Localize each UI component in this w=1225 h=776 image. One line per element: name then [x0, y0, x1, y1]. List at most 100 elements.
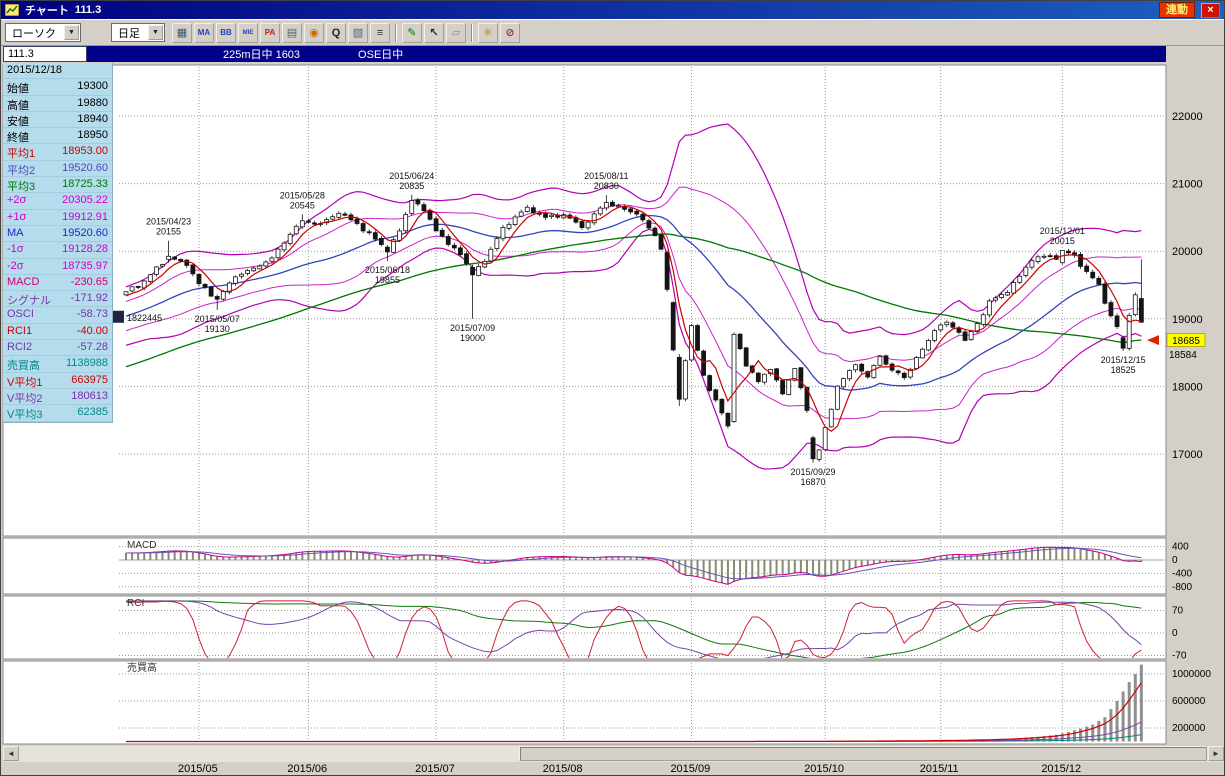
svg-text:20015: 20015	[1050, 236, 1075, 246]
pa-button[interactable]: PA	[260, 22, 280, 43]
price-mark-button[interactable]: ◉	[304, 22, 324, 43]
svg-text:70: 70	[1172, 606, 1184, 617]
svg-text:21000: 21000	[1172, 179, 1203, 191]
info-row: OSCI -58.73	[3, 307, 112, 324]
svg-text:22000: 22000	[1172, 111, 1203, 123]
info-row: 始値 19300	[3, 79, 112, 96]
gridline-button[interactable]: ≡	[370, 22, 390, 43]
scrollbar-thumb[interactable]	[519, 746, 1207, 761]
svg-text:2015/05/28: 2015/05/28	[280, 190, 325, 200]
svg-text:600000: 600000	[1172, 696, 1206, 707]
info-row: シグナル -171.92	[3, 291, 112, 308]
svg-text:20835: 20835	[399, 181, 424, 191]
svg-text:20545: 20545	[290, 200, 315, 210]
bollinger-button[interactable]: BB	[216, 22, 236, 43]
info-row: RCI1 -40.00	[3, 324, 112, 341]
info-row: 売買高 1138988	[3, 356, 112, 373]
info-row: 平均1 18953.00	[3, 144, 112, 161]
svg-text:200000: 200000	[1172, 723, 1206, 734]
svg-text:19000: 19000	[460, 333, 485, 343]
key-button[interactable]: ✳	[478, 22, 498, 43]
layout-button[interactable]: ▤	[282, 22, 302, 43]
ma-button[interactable]: MA	[194, 22, 214, 43]
svg-text:売買高: 売買高	[127, 661, 157, 674]
pointer-button[interactable]: ↖	[424, 22, 444, 43]
date-axis-label: 2015/08	[542, 763, 583, 775]
svg-text:2015/04/23: 2015/04/23	[146, 217, 191, 227]
eraser-button[interactable]: ▱	[446, 22, 466, 43]
svg-text:20830: 20830	[594, 181, 619, 191]
svg-text:1822445: 1822445	[127, 313, 162, 323]
quote-info-panel: 2015/12/18 始値 19300 高値 19880 安値 18940 終値 18950 平均…	[3, 63, 113, 423]
draw-off-button[interactable]: ⊘	[500, 22, 520, 43]
svg-text:2015/07/09: 2015/07/09	[450, 323, 495, 333]
info-row: MA 19520.60	[3, 226, 112, 243]
info-row: V平均1 663975	[3, 373, 112, 389]
info-row: MACD -230.65	[3, 275, 112, 292]
scroll-left-arrow[interactable]: ◄	[3, 746, 19, 761]
chart-type-label: ローソク	[12, 27, 56, 40]
timeframe-dropdown[interactable]: 日足 ▼	[111, 23, 165, 42]
subbar: 111.3 225m日中 1603 OSE日中	[1, 46, 1224, 63]
svg-text:17000: 17000	[1172, 449, 1203, 461]
chevron-down-icon: ▼	[148, 25, 163, 40]
timeframe-label: 日足	[118, 27, 140, 40]
svg-text:400: 400	[1172, 542, 1189, 553]
mie-button[interactable]: MIE	[238, 22, 258, 43]
session-label: OSE日中	[358, 49, 404, 61]
svg-text:2015/05/07: 2015/05/07	[195, 314, 240, 324]
svg-text:18584: 18584	[1169, 350, 1197, 361]
close-button[interactable]: ×	[1201, 2, 1220, 18]
svg-text:RCI: RCI	[127, 598, 144, 609]
titlebar: チャート 111.3 連動 ×	[1, 1, 1224, 19]
svg-text:-70: -70	[1172, 650, 1187, 661]
window-title-value: 111.3	[74, 4, 102, 16]
toolbar-separator	[395, 23, 397, 42]
svg-text:-400: -400	[1172, 568, 1192, 579]
contract-label: 225m日中 1603	[223, 49, 301, 61]
svg-text:20000: 20000	[1172, 246, 1203, 258]
date-axis-label: 2015/11	[919, 763, 959, 775]
symbol-box[interactable]: 111.3	[3, 46, 87, 62]
svg-text:MACD: MACD	[127, 540, 156, 551]
info-row: +1σ 19912.91	[3, 210, 112, 226]
toolbar-buttons: ▦ MA BB MIE PA ▤ ◉ Q ▧ ≡ ✎ ↖ ▱ ✳ ⊘	[172, 22, 520, 43]
svg-text:0: 0	[1172, 628, 1178, 639]
scale-button[interactable]: ▧	[348, 22, 368, 43]
svg-text:2015/12/15: 2015/12/15	[1101, 355, 1146, 365]
date-axis-label: 2015/10	[804, 763, 844, 775]
svg-text:18525: 18525	[1111, 365, 1136, 375]
svg-text:2015/06/24: 2015/06/24	[389, 171, 434, 181]
svg-text:2015/12/01: 2015/12/01	[1040, 226, 1085, 236]
contract-bar: 225m日中 1603 OSE日中	[87, 46, 1166, 62]
info-row: 安値 18940	[3, 112, 112, 129]
info-row: V平均2 180613	[3, 389, 112, 406]
horizontal-scrollbar[interactable]: ◄ ►	[3, 746, 1224, 762]
chart-canvas[interactable]: 22000 21000 20000 19000 18000 17000 2015/04/23…	[1, 63, 1225, 746]
pencil-button[interactable]: ✎	[402, 22, 422, 43]
info-row: 終値 18950	[3, 128, 112, 145]
svg-text:20155: 20155	[156, 227, 181, 237]
macd-layer	[125, 547, 1143, 585]
linked-toggle[interactable]: 連動	[1159, 2, 1195, 18]
svg-text:0: 0	[1172, 555, 1178, 566]
info-row: 高値 19880	[3, 96, 112, 112]
scroll-right-arrow[interactable]: ►	[1208, 746, 1224, 761]
info-row: RCI2 -57.28	[3, 340, 112, 357]
zoom-button[interactable]: Q	[326, 22, 346, 43]
pattern-button[interactable]: ▦	[172, 22, 192, 43]
svg-text:18000: 18000	[1172, 381, 1203, 393]
svg-text:16870: 16870	[801, 477, 826, 487]
svg-text:1000000: 1000000	[1172, 669, 1211, 680]
toolbar-separator	[471, 23, 473, 42]
info-row: 平均2 19520.60	[3, 161, 112, 178]
window-title: チャート	[25, 5, 69, 17]
date-axis-label: 2015/06	[287, 763, 328, 775]
chart-type-dropdown[interactable]: ローソク ▼	[5, 23, 81, 42]
date-axis-label: 2015/07	[415, 763, 455, 775]
chevron-down-icon: ▼	[64, 25, 79, 40]
date-axis-label: 2015/12	[1041, 763, 1082, 775]
svg-text:2015/08/11: 2015/08/11	[584, 171, 628, 181]
